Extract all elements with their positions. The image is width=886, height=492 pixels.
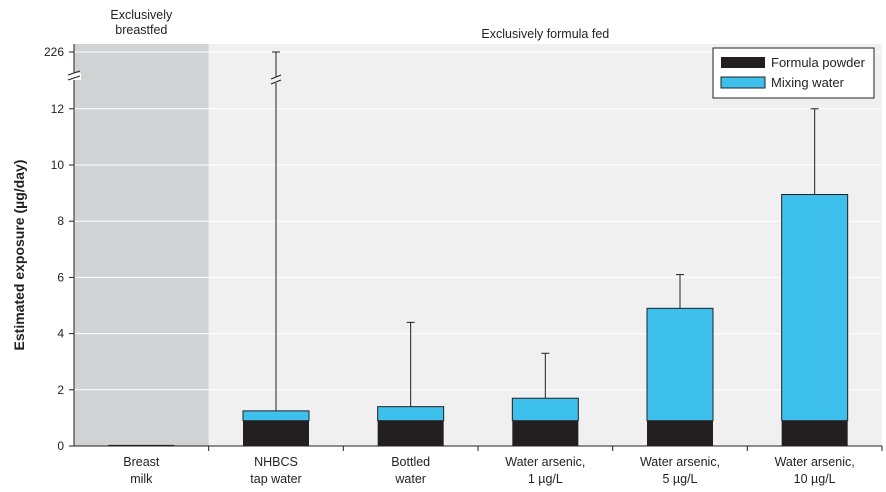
bar-formula-powder [243, 420, 309, 446]
y-tick-label: 8 [57, 214, 64, 228]
category-label: Breast [123, 455, 160, 469]
legend-swatch [720, 76, 766, 89]
category-label: Water arsenic, [505, 455, 585, 469]
bar-mixing-water [646, 307, 714, 422]
breastfed-region-background [74, 44, 209, 446]
category-label: Water arsenic, [640, 455, 720, 469]
y-tick-label: 0 [57, 439, 64, 453]
category-label: tap water [250, 472, 301, 486]
legend-swatch [721, 57, 765, 68]
bar-formula-powder [781, 420, 848, 446]
y-tick-label: 4 [57, 327, 64, 341]
bar-mixing-water [242, 410, 310, 422]
bar-formula-powder [512, 420, 579, 446]
category-label: 5 µg/L [662, 472, 697, 486]
formula-fed-region-label: Exclusively formula fed [481, 27, 609, 41]
error-break-gap [270, 77, 282, 83]
category-label: Water arsenic, [775, 455, 855, 469]
bar-formula-powder [377, 420, 444, 446]
category-label: water [394, 472, 426, 486]
legend-box [712, 47, 875, 99]
breastfed-region-label: breastfed [115, 23, 167, 37]
bar-mixing-water [511, 397, 579, 422]
error-break-mark [270, 79, 282, 85]
category-label: Bottled [391, 455, 430, 469]
category-label: 10 µg/L [794, 472, 836, 486]
category-label: 1 µg/L [528, 472, 563, 486]
y-tick-label: 12 [51, 102, 65, 116]
bar-mixing-water [377, 406, 445, 422]
y-axis-label: Estimated exposure (µg/day) [11, 160, 27, 351]
bar-formula-powder [647, 420, 713, 446]
category-label: milk [130, 472, 153, 486]
legend-label: Mixing water [771, 75, 845, 90]
breastfed-region-label: Exclusively [110, 8, 173, 22]
y-tick-label: 10 [51, 158, 65, 172]
axis-break-mark [67, 70, 81, 76]
axis-break-mark [67, 75, 81, 81]
bar-formula-powder [108, 444, 175, 446]
legend-label: Formula powder [771, 55, 866, 70]
axis-break-gap [67, 73, 81, 80]
error-break-mark [270, 74, 282, 80]
bar-mixing-water [781, 194, 849, 422]
y-tick-label: 2 [57, 383, 64, 397]
category-label: NHBCS [254, 455, 298, 469]
y-tick-label: 6 [57, 270, 64, 284]
y-tick-label: 226 [44, 45, 64, 59]
